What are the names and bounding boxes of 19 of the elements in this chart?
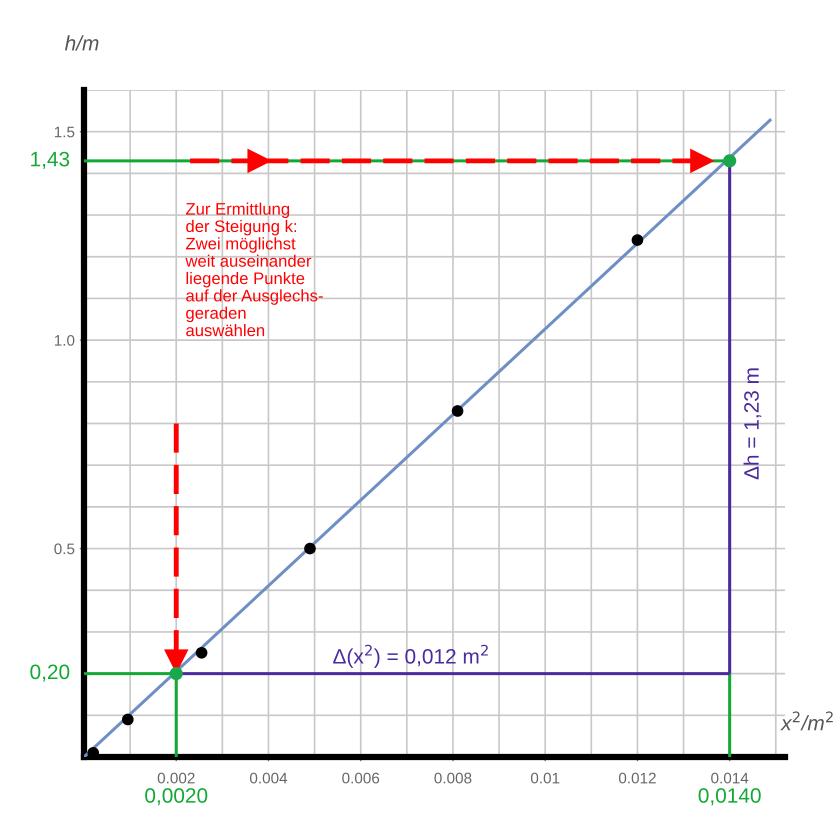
annotation: 0,0140 [698, 788, 761, 806]
x-tick-label: 0.006 [342, 772, 380, 784]
x-axis-title: x$^{2}$/m$^{2}$ [780, 711, 833, 730]
x-tick-label: 0.01 [530, 772, 560, 784]
x-tick-label: 0.002 [158, 772, 195, 784]
annotation: 0,0020 [145, 788, 208, 806]
y-tick-label: 1.5 [54, 126, 74, 138]
y-axis-title: h/m [64, 35, 98, 51]
annotation: Zur Ermittlung der Steigung k: Zwei möglichst weit auseinander liegende Punkte auf der Ausglechs- geraden auswählen [185, 202, 323, 336]
annotation: Δ(x$^{2}$) = 0,012 m$^{2}$ [333, 644, 488, 668]
x-tick-label: 0.014 [711, 772, 748, 784]
annotation: 1,43 [31, 152, 70, 169]
x-tick-label: 0.012 [618, 772, 656, 784]
annotation: 0,20 [30, 664, 70, 682]
y-tick-label: 1.0 [54, 334, 74, 346]
annotation: Δh = 1,23 m [744, 368, 762, 480]
y-tick-label: 0.5 [54, 543, 74, 554]
x-tick-label: 0.008 [434, 772, 472, 784]
x-tick-label: 0.004 [250, 772, 288, 784]
